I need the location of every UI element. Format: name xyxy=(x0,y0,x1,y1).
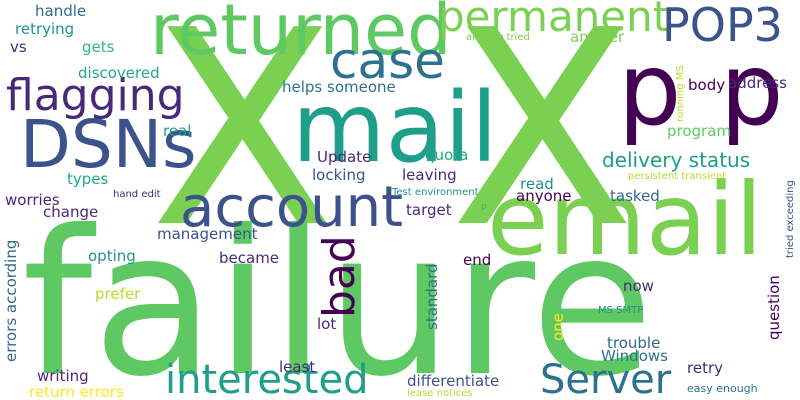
word-flagging: flagging xyxy=(6,70,185,121)
word-anyone: anyone xyxy=(516,187,572,205)
word-read: read xyxy=(520,175,554,193)
word-change: change xyxy=(43,203,99,221)
word-management: management xyxy=(157,225,258,243)
word-lease-notices: lease notices xyxy=(407,388,473,399)
word-running-ms: running MS xyxy=(675,65,686,122)
word-vs: vs xyxy=(10,38,27,56)
word-discovered: discovered xyxy=(78,64,160,82)
word-email: email xyxy=(487,161,763,278)
word-body: body xyxy=(688,76,726,94)
word-p-1: p xyxy=(618,31,682,148)
word-differentiate: differentiate xyxy=(407,372,500,390)
word-returned: returned xyxy=(150,0,452,71)
word-failure: failure xyxy=(22,188,654,400)
word-p-small: p xyxy=(481,202,487,212)
word-return-errors: return errors xyxy=(29,383,124,400)
word-easy-enough: easy enough xyxy=(687,382,758,395)
word-account: account xyxy=(180,175,404,240)
word-errors-according: errors according xyxy=(2,239,20,362)
word-prefer: prefer xyxy=(95,285,141,303)
word-pop3: POP3 xyxy=(662,0,783,52)
word-x-left: X xyxy=(150,0,335,287)
word-test-environment: Test environment xyxy=(392,187,479,198)
word-persistent-transient: persistent transient xyxy=(628,171,727,182)
word-already-tried: already tried xyxy=(466,32,530,43)
word-dsns: DSNs xyxy=(20,106,197,183)
word-end: end xyxy=(463,251,492,269)
word-mail: mail xyxy=(292,72,498,184)
word-quota: quota xyxy=(425,146,469,164)
word-update: Update xyxy=(317,148,372,166)
word-real: real xyxy=(163,122,192,140)
word-handle: handle xyxy=(35,2,87,20)
word-leaving: leaving xyxy=(402,166,457,184)
word-worries: worries xyxy=(5,191,60,209)
word-target: target xyxy=(406,201,452,219)
word-address: address xyxy=(728,74,787,92)
word-question: question xyxy=(765,275,783,340)
word-x-right: X xyxy=(450,0,635,287)
word-server: Server xyxy=(540,357,672,400)
word-trouble: trouble xyxy=(607,334,661,352)
word-delivery-status: delivery status xyxy=(602,148,751,172)
word-opting: opting xyxy=(88,247,136,265)
word-standard: standard xyxy=(423,263,441,330)
word-locking: locking xyxy=(312,166,366,184)
word-became: became xyxy=(219,249,280,267)
word-answer: answer xyxy=(570,28,625,46)
word-program: program xyxy=(667,122,732,140)
word-tried-exceeding: tried exceeding xyxy=(785,180,796,258)
word-bad: bad xyxy=(314,235,365,318)
word-tasked: tasked xyxy=(610,187,660,205)
word-interested: interested xyxy=(165,357,369,400)
word-least: least xyxy=(279,358,316,376)
word-retrying: retrying xyxy=(15,20,75,38)
word-windows: Windows xyxy=(601,347,668,365)
word-now: now xyxy=(623,277,654,295)
word-retry: retry xyxy=(687,359,723,377)
word-gets: gets xyxy=(82,38,115,56)
word-ms-smtp: MS SMTP xyxy=(598,305,644,316)
word-case: case xyxy=(330,32,445,90)
word-types: types xyxy=(67,170,109,188)
word-p-2: p xyxy=(720,31,784,148)
word-one: one xyxy=(549,313,567,341)
word-permanent: permanent xyxy=(438,0,670,41)
word-helps-someone: helps someone xyxy=(282,78,396,96)
word-hand-edit: hand edit xyxy=(113,189,161,200)
word-lot: lot xyxy=(317,315,337,333)
word-writing: writing xyxy=(37,367,89,385)
